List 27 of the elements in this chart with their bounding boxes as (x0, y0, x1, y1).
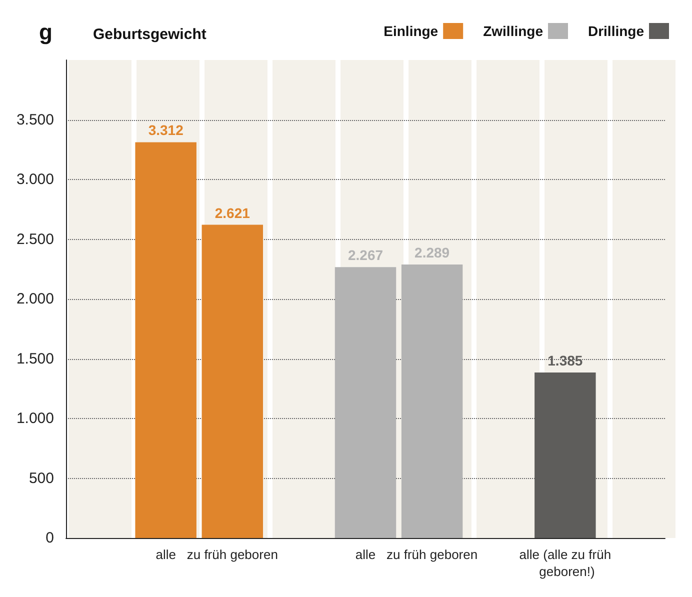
x-tick-label: alle (alle zu früh geboren!) (519, 547, 612, 579)
y-tick-label: 3.500 (16, 111, 54, 128)
x-tick-label: alle (156, 547, 176, 562)
y-axis-title: g (39, 20, 52, 44)
x-tick-label: zu früh geboren (186, 547, 278, 562)
data-label: 3.312 (148, 122, 184, 138)
y-tick-label: 2.000 (16, 290, 54, 308)
y-tick-label: 1.000 (16, 410, 54, 427)
data-label: 1.385 (548, 352, 583, 368)
bar (135, 142, 196, 538)
data-label: 2.267 (348, 247, 384, 264)
y-tick-label: 1.500 (16, 350, 54, 368)
legend-label: Drillinge (588, 23, 644, 39)
bar (202, 224, 264, 538)
legend-label: Zwillinge (483, 23, 544, 39)
bar (334, 267, 396, 538)
x-tick-label: zu früh geboren (386, 547, 478, 562)
data-label: 2.289 (414, 244, 450, 260)
y-tick-label: 0 (46, 530, 54, 546)
bar (401, 264, 463, 538)
y-tick-label: 500 (28, 470, 54, 487)
x-tick-label: alle (355, 547, 376, 562)
legend-label: Einlinge (384, 23, 438, 39)
data-label: 2.621 (214, 204, 250, 221)
y-tick-label: 2.500 (16, 230, 54, 248)
chart-title: Geburtsgewicht (93, 26, 206, 43)
y-tick-label: 3.000 (16, 171, 54, 188)
